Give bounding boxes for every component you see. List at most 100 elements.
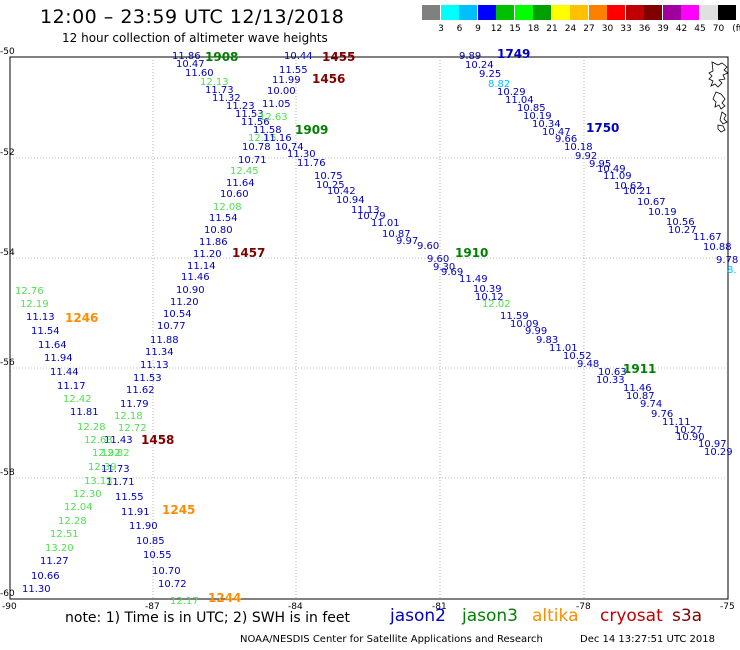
swh-value: 9.66: [555, 134, 578, 145]
swh-value: 11.62: [126, 385, 155, 396]
swh-value: 10.49: [597, 164, 626, 175]
swh-value: 9.48: [577, 359, 600, 370]
lon-label: -75: [720, 602, 735, 612]
swh-value: 11.56: [241, 117, 270, 128]
swh-value: 10.74: [275, 142, 304, 153]
swh-value: 11.90: [129, 521, 158, 532]
lon-label: -81: [432, 602, 447, 612]
swh-value: 12.17: [170, 596, 199, 607]
colorbar-label: 6: [456, 24, 463, 34]
lat-label: -50: [0, 47, 15, 57]
swh-value: 11.88: [150, 335, 179, 346]
swh-value: 9.78: [716, 255, 739, 266]
swh-value: 12.76: [15, 286, 44, 297]
swh-value: 9.25: [479, 69, 502, 80]
legend-cryosat: cryosat: [600, 606, 663, 626]
swh-value: 10.66: [31, 571, 60, 582]
swh-value: 12.39: [88, 462, 117, 473]
swh-value: 11.17: [57, 381, 86, 392]
swh-value: 11.20: [170, 297, 199, 308]
swh-value: 11.94: [44, 353, 73, 364]
swh-value: 8.: [727, 265, 737, 276]
pass-time-label: 1909: [295, 123, 329, 137]
swh-value: 12.19: [20, 299, 49, 310]
lat-label: -58: [0, 468, 15, 478]
swh-value: 9.95: [589, 159, 612, 170]
swh-value: 10.47: [542, 127, 571, 138]
swh-value: 11.46: [623, 383, 652, 394]
swh-value: 10.09: [510, 319, 539, 330]
swh-value: 11.01: [371, 218, 400, 229]
swh-value: 10.79: [357, 211, 386, 222]
swh-value: 10.80: [204, 225, 233, 236]
swh-value: 12.28: [58, 516, 87, 527]
swh-value: 9.97: [396, 236, 419, 247]
swh-value: 10.77: [157, 321, 186, 332]
swh-value: 10.52: [563, 351, 592, 362]
swh-value: 10.33: [596, 375, 625, 386]
swh-value: 10.39: [473, 284, 502, 295]
swh-value: 10.34: [532, 119, 561, 130]
swh-value: 12.51: [50, 529, 79, 540]
swh-value: 10.54: [163, 309, 192, 320]
swh-value: 10.29: [704, 447, 733, 458]
swh-value: 12.08: [213, 202, 242, 213]
colorbar-label: 21: [546, 24, 558, 34]
swh-value: 10.60: [220, 189, 249, 200]
swh-value: 8.82: [488, 79, 511, 90]
swh-value: 11.91: [121, 507, 150, 518]
swh-value: 11.55: [279, 65, 308, 76]
colorbar-label: 39: [657, 24, 669, 34]
pass-time-label: 1458: [141, 433, 175, 447]
swh-value: 10.62: [614, 181, 643, 192]
pass-time-label: 1246: [65, 311, 99, 325]
swh-value: 10.88: [703, 242, 732, 253]
swh-value: 9.99: [525, 326, 548, 337]
swh-value: 11.59: [500, 311, 529, 322]
legend-altika: altika: [532, 606, 579, 626]
swh-value: 10.67: [637, 197, 666, 208]
colorbar-label: 24: [564, 24, 577, 34]
lon-label: -78: [576, 602, 591, 612]
swh-value: 9.92: [575, 151, 598, 162]
lat-label: -60: [0, 589, 15, 599]
swh-value: 11.34: [145, 347, 174, 358]
swh-value: 10.18: [564, 142, 593, 153]
swh-value: 10.24: [465, 60, 494, 71]
swh-value: 12.15: [248, 133, 277, 144]
swh-value: 11.79: [120, 399, 149, 410]
colorbar-label: 3: [438, 24, 444, 34]
swh-value: 10.19: [523, 111, 552, 122]
swh-value: 12.28: [77, 422, 106, 433]
swh-value: 10.85: [136, 536, 165, 547]
swh-value: 12.63: [259, 112, 288, 123]
swh-value: 12.63: [84, 435, 113, 446]
swh-value: 12.45: [230, 166, 259, 177]
colorbar-swatch: [718, 5, 737, 20]
colorbar-label: 70: [712, 24, 725, 34]
colorbar-label: 27: [583, 24, 595, 34]
pass-time-label: 1908: [205, 50, 239, 64]
colorbar-label: 12: [490, 24, 503, 34]
swh-value: 11.58: [253, 125, 282, 136]
swh-value: 11.14: [187, 261, 216, 272]
swh-value: 10.94: [336, 195, 365, 206]
swh-value: 11.64: [226, 178, 255, 189]
swh-value: 10.71: [238, 155, 267, 166]
pass-time-label: 1244: [208, 591, 242, 605]
swh-value: 10.87: [626, 391, 655, 402]
swh-value: 11.44: [50, 367, 79, 378]
swh-value: 9.83: [536, 335, 559, 346]
coastline-islands: [708, 61, 729, 133]
swh-value: 10.97: [698, 439, 727, 450]
swh-value: 9.89: [459, 51, 482, 62]
swh-value: 11.43: [104, 435, 133, 446]
swh-value: 11.05: [262, 99, 291, 110]
pass-time-label: 1455: [322, 50, 356, 64]
note-text: note: 1) Time is in UTC; 2) SWH is in fe…: [65, 610, 351, 626]
swh-value: 10.25: [316, 180, 345, 191]
swh-value: 11.20: [193, 249, 222, 260]
swh-value: 10.27: [668, 225, 697, 236]
colorbar-label: 33: [620, 24, 632, 34]
swh-value: 11.54: [209, 213, 238, 224]
